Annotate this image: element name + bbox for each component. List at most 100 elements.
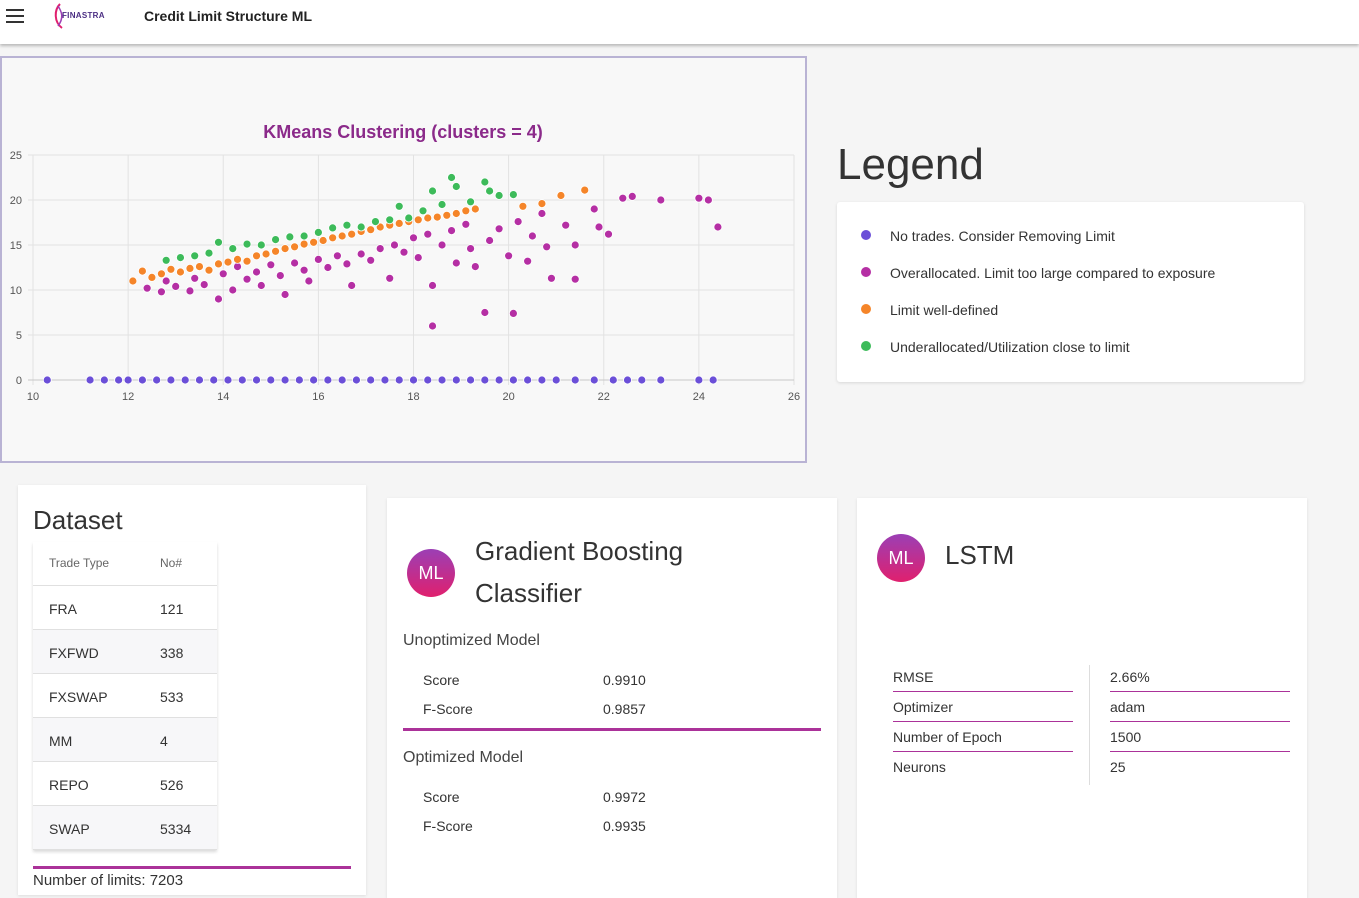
scatter-point[interactable] bbox=[176, 267, 185, 277]
scatter-point[interactable] bbox=[157, 269, 166, 279]
scatter-point[interactable] bbox=[137, 375, 147, 385]
scatter-point[interactable] bbox=[466, 197, 475, 207]
scatter-point[interactable] bbox=[347, 281, 357, 290]
scatter-point[interactable] bbox=[451, 209, 461, 218]
scatter-point[interactable] bbox=[461, 219, 471, 229]
scatter-point[interactable] bbox=[390, 240, 399, 250]
scatter-point[interactable] bbox=[508, 190, 518, 200]
scatter-point[interactable] bbox=[204, 265, 214, 275]
scatter-point[interactable] bbox=[537, 375, 547, 385]
scatter-point[interactable] bbox=[280, 375, 290, 385]
scatter-point[interactable] bbox=[223, 375, 233, 385]
scatter-point[interactable] bbox=[418, 206, 428, 216]
scatter-point[interactable] bbox=[480, 375, 490, 385]
scatter-point[interactable] bbox=[656, 375, 666, 385]
scatter-point[interactable] bbox=[323, 375, 333, 385]
scatter-point[interactable] bbox=[190, 251, 200, 261]
scatter-point[interactable] bbox=[114, 375, 124, 385]
scatter-point[interactable] bbox=[589, 204, 599, 214]
scatter-point[interactable] bbox=[480, 308, 490, 317]
scatter-point[interactable] bbox=[594, 222, 604, 232]
scatter-point[interactable] bbox=[195, 262, 204, 272]
scatter-point[interactable] bbox=[618, 193, 628, 203]
scatter-point[interactable] bbox=[413, 253, 423, 263]
scatter-point[interactable] bbox=[342, 220, 352, 230]
scatter-point[interactable] bbox=[371, 217, 380, 227]
scatter-point[interactable] bbox=[318, 236, 328, 245]
scatter-point[interactable] bbox=[423, 213, 433, 223]
scatter-point[interactable] bbox=[556, 191, 566, 200]
scatter-point[interactable] bbox=[494, 191, 504, 200]
scatter-point[interactable] bbox=[142, 283, 152, 293]
scatter-point[interactable] bbox=[494, 224, 504, 234]
scatter-point[interactable] bbox=[218, 269, 228, 279]
scatter-point[interactable] bbox=[161, 255, 171, 265]
scatter-point[interactable] bbox=[413, 215, 423, 225]
scatter-point[interactable] bbox=[589, 375, 599, 385]
scatter-point[interactable] bbox=[523, 256, 533, 266]
scatter-point[interactable] bbox=[290, 258, 299, 268]
scatter-point[interactable] bbox=[409, 375, 418, 385]
scatter-point[interactable] bbox=[161, 276, 171, 286]
scatter-point[interactable] bbox=[242, 274, 252, 284]
scatter-point[interactable] bbox=[294, 375, 304, 385]
scatter-point[interactable] bbox=[537, 209, 547, 218]
scatter-point[interactable] bbox=[328, 233, 338, 243]
scatter-point[interactable] bbox=[447, 226, 456, 236]
scatter-point[interactable] bbox=[442, 210, 452, 220]
scatter-point[interactable] bbox=[366, 225, 376, 235]
scatter-point[interactable] bbox=[437, 240, 447, 250]
hamburger-menu-icon[interactable] bbox=[6, 9, 24, 23]
scatter-point[interactable] bbox=[394, 218, 404, 228]
scatter-point[interactable] bbox=[313, 227, 323, 237]
scatter-point[interactable] bbox=[99, 375, 109, 385]
scatter-point[interactable] bbox=[147, 272, 157, 282]
scatter-point[interactable] bbox=[123, 375, 133, 385]
scatter-point[interactable] bbox=[385, 215, 395, 225]
scatter-point[interactable] bbox=[637, 375, 647, 385]
scatter-point[interactable] bbox=[437, 200, 447, 209]
scatter-point[interactable] bbox=[285, 232, 295, 242]
scatter-point[interactable] bbox=[342, 259, 352, 269]
scatter-point[interactable] bbox=[233, 254, 242, 264]
scatter-point[interactable] bbox=[528, 231, 537, 241]
scatter-point[interactable] bbox=[190, 273, 200, 283]
scatter-point[interactable] bbox=[252, 267, 261, 277]
scatter-point[interactable] bbox=[409, 233, 418, 243]
scatter-point[interactable] bbox=[266, 260, 276, 270]
scatter-point[interactable] bbox=[252, 375, 261, 385]
scatter-point[interactable] bbox=[323, 263, 333, 272]
scatter-point[interactable] bbox=[394, 375, 404, 385]
scatter-point[interactable] bbox=[275, 271, 285, 281]
scatter-point[interactable] bbox=[437, 375, 447, 385]
scatter-point[interactable] bbox=[394, 201, 404, 211]
scatter-point[interactable] bbox=[271, 235, 280, 245]
scatter-point[interactable] bbox=[447, 173, 456, 182]
scatter-point[interactable] bbox=[214, 259, 223, 269]
scatter-point[interactable] bbox=[451, 375, 461, 385]
scatter-point[interactable] bbox=[128, 276, 138, 286]
scatter-point[interactable] bbox=[604, 229, 613, 239]
scatter-point[interactable] bbox=[703, 195, 713, 205]
scatter-point[interactable] bbox=[152, 375, 162, 385]
scatter-point[interactable] bbox=[347, 229, 357, 239]
scatter-point[interactable] bbox=[504, 251, 514, 261]
scatter-point[interactable] bbox=[570, 375, 580, 385]
scatter-point[interactable] bbox=[309, 237, 319, 247]
scatter-point[interactable] bbox=[537, 199, 547, 209]
scatter-point[interactable] bbox=[356, 222, 366, 232]
scatter-point[interactable] bbox=[570, 274, 580, 284]
scatter-point[interactable] bbox=[423, 375, 433, 385]
scatter-point[interactable] bbox=[356, 249, 366, 259]
scatter-point[interactable] bbox=[694, 193, 704, 203]
scatter-point[interactable] bbox=[428, 321, 437, 331]
scatter-point[interactable] bbox=[280, 244, 290, 254]
scatter-point[interactable] bbox=[656, 195, 666, 205]
scatter-point[interactable] bbox=[166, 375, 176, 385]
scatter-point[interactable] bbox=[508, 308, 518, 318]
scatter-point[interactable] bbox=[237, 375, 247, 385]
scatter-point[interactable] bbox=[299, 231, 309, 241]
scatter-point[interactable] bbox=[466, 244, 475, 254]
scatter-point[interactable] bbox=[214, 294, 223, 304]
scatter-point[interactable] bbox=[271, 246, 280, 256]
